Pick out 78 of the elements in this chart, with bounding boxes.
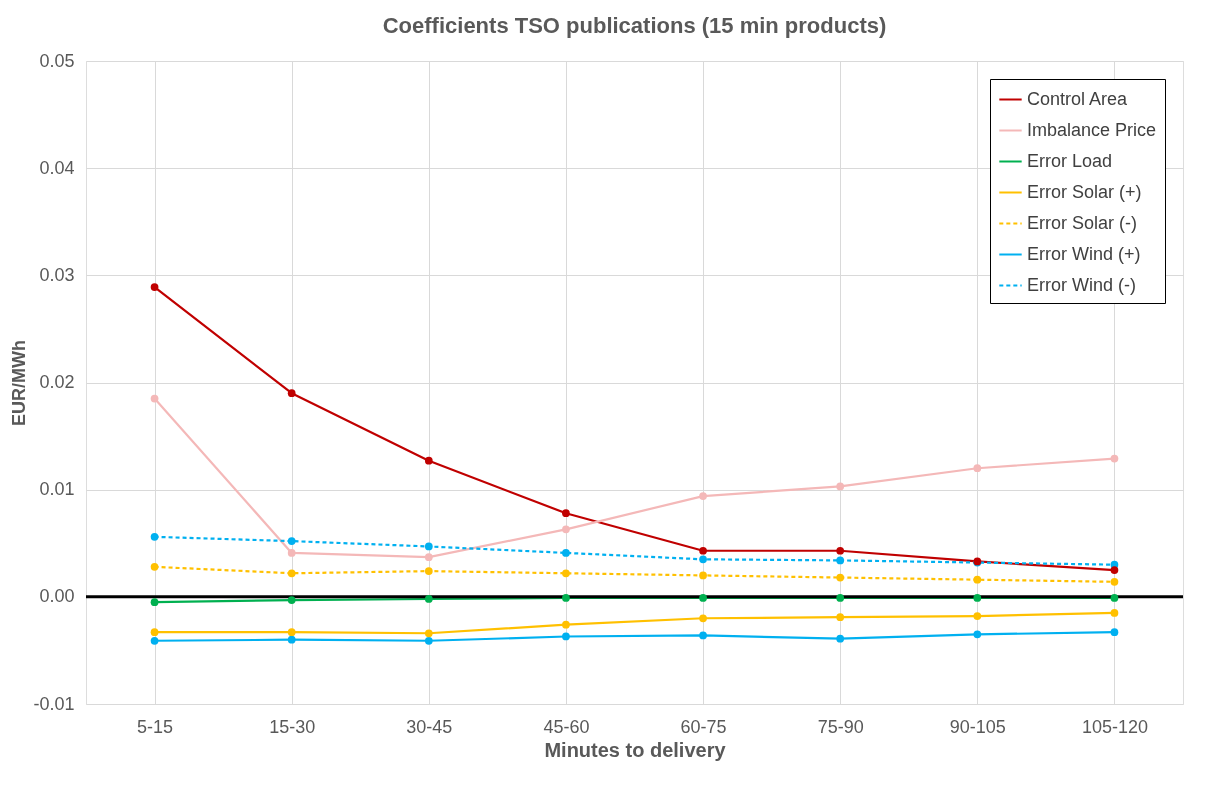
point <box>424 567 433 575</box>
point <box>699 571 707 580</box>
point <box>1110 594 1119 602</box>
point <box>699 631 707 640</box>
point <box>287 628 296 637</box>
x-tick-label: 45-60 <box>543 716 590 737</box>
legend-label: Error Load <box>1027 150 1113 171</box>
chart-title: Coefficients TSO publications (15 min products) <box>382 13 887 38</box>
point <box>150 598 159 607</box>
point <box>562 594 570 602</box>
point <box>973 594 982 602</box>
y-tick-label: 0.01 <box>39 479 75 500</box>
x-tick-label: 30-45 <box>406 716 453 737</box>
x-tick-label: 105-120 <box>1081 716 1148 737</box>
point <box>150 532 159 541</box>
point <box>562 569 570 578</box>
point <box>836 556 845 565</box>
point <box>699 546 707 555</box>
point <box>562 632 570 641</box>
x-tick-label: 60-75 <box>680 716 727 737</box>
point <box>562 525 570 534</box>
point <box>1110 577 1119 586</box>
point <box>562 509 570 518</box>
point <box>836 482 845 491</box>
legend-label: Error Solar (+) <box>1027 181 1142 202</box>
point <box>836 546 845 555</box>
point <box>973 575 982 584</box>
legend-label: Error Wind (-) <box>1027 274 1136 295</box>
point <box>973 630 982 639</box>
point <box>287 635 296 644</box>
y-tick-label: 0.03 <box>39 264 75 285</box>
y-axis-title: EUR/MWh <box>9 340 30 426</box>
x-tick-label: 5-15 <box>137 716 174 737</box>
legend-label: Error Solar (-) <box>1027 212 1138 233</box>
point <box>424 595 433 603</box>
x-tick-label: 90-105 <box>949 716 1006 737</box>
point <box>287 569 296 578</box>
point <box>836 634 845 643</box>
point <box>287 389 296 398</box>
point <box>150 283 159 291</box>
point <box>973 464 982 473</box>
point <box>287 549 296 557</box>
point <box>836 573 845 582</box>
legend-label: Error Wind (+) <box>1027 243 1141 264</box>
point <box>562 620 570 629</box>
point <box>424 542 433 551</box>
point <box>562 549 570 557</box>
point <box>150 562 159 571</box>
point <box>150 394 159 403</box>
point <box>836 594 845 602</box>
point <box>424 456 433 465</box>
point <box>699 594 707 602</box>
point <box>1110 609 1119 617</box>
point <box>1110 454 1119 463</box>
point <box>699 492 707 500</box>
point <box>836 613 845 622</box>
point <box>150 636 159 645</box>
legend-label: Imbalance Price <box>1027 119 1157 140</box>
point <box>973 612 982 620</box>
y-tick-label: 0.05 <box>39 50 75 71</box>
y-tick-label: 0.00 <box>39 586 75 607</box>
point <box>424 636 433 645</box>
y-tick-label: 0.04 <box>39 157 75 178</box>
x-tick-label: 15-30 <box>269 716 316 737</box>
y-tick-label: -0.01 <box>33 693 75 714</box>
point <box>424 553 433 562</box>
point <box>1110 566 1119 574</box>
point <box>699 614 707 623</box>
point <box>424 629 433 638</box>
legend-label: Control Area <box>1027 88 1129 109</box>
x-tick-label: 75-90 <box>817 716 864 737</box>
point <box>699 555 707 564</box>
point <box>1110 628 1119 637</box>
point <box>287 537 296 545</box>
x-axis-title: Minutes to delivery <box>544 738 727 761</box>
point <box>287 596 296 604</box>
y-tick-label: 0.02 <box>39 372 75 392</box>
point <box>150 628 159 637</box>
